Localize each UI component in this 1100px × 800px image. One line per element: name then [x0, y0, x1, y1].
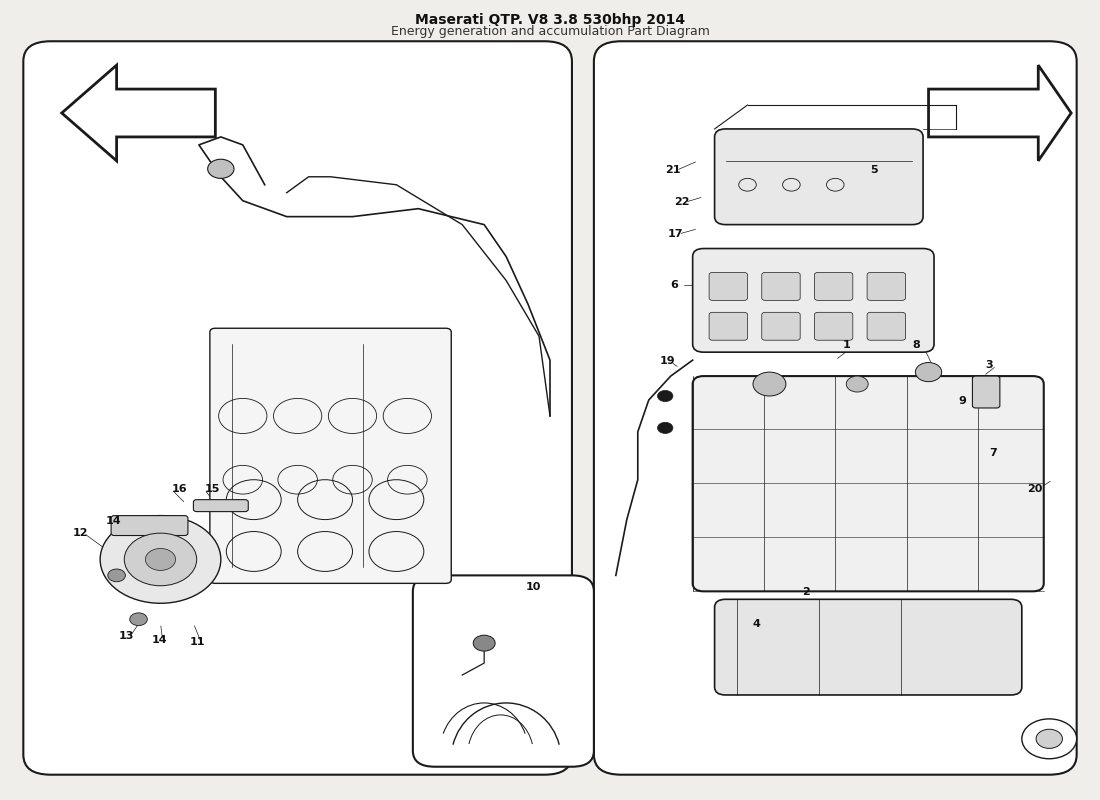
Text: 10: 10	[526, 582, 541, 592]
FancyBboxPatch shape	[210, 328, 451, 583]
Text: 6: 6	[671, 280, 679, 290]
Circle shape	[473, 635, 495, 651]
Polygon shape	[928, 65, 1071, 161]
FancyBboxPatch shape	[814, 273, 852, 300]
Text: 19: 19	[660, 356, 675, 366]
Circle shape	[100, 515, 221, 603]
FancyBboxPatch shape	[867, 273, 905, 300]
FancyBboxPatch shape	[111, 515, 188, 535]
Polygon shape	[62, 65, 216, 161]
Text: 1: 1	[843, 340, 850, 350]
FancyBboxPatch shape	[710, 273, 748, 300]
Text: 15: 15	[205, 484, 220, 494]
Circle shape	[1022, 719, 1077, 758]
FancyBboxPatch shape	[762, 312, 800, 340]
Text: 20: 20	[1027, 484, 1043, 494]
Text: 8: 8	[912, 340, 920, 350]
Text: 22: 22	[674, 197, 690, 206]
Circle shape	[130, 613, 147, 626]
FancyBboxPatch shape	[594, 42, 1077, 774]
Text: 13: 13	[119, 631, 134, 641]
FancyBboxPatch shape	[715, 599, 1022, 695]
FancyBboxPatch shape	[412, 575, 594, 766]
FancyBboxPatch shape	[194, 500, 249, 512]
FancyBboxPatch shape	[762, 273, 800, 300]
Text: 4: 4	[754, 619, 761, 630]
FancyBboxPatch shape	[23, 42, 572, 774]
Circle shape	[124, 533, 197, 586]
Circle shape	[658, 422, 673, 434]
Text: 7: 7	[989, 448, 997, 458]
Circle shape	[1036, 730, 1063, 748]
FancyBboxPatch shape	[814, 312, 852, 340]
Text: 9: 9	[958, 396, 966, 406]
Text: 2: 2	[802, 587, 810, 598]
Text: 3: 3	[986, 360, 993, 370]
Circle shape	[108, 569, 125, 582]
Text: 21: 21	[666, 165, 681, 174]
Circle shape	[658, 390, 673, 402]
FancyBboxPatch shape	[972, 376, 1000, 408]
Text: Energy generation and accumulation Part Diagram: Energy generation and accumulation Part …	[390, 26, 710, 38]
FancyBboxPatch shape	[693, 249, 934, 352]
FancyBboxPatch shape	[867, 312, 905, 340]
Text: 11: 11	[190, 637, 206, 646]
Text: 14: 14	[152, 635, 167, 645]
Circle shape	[145, 549, 176, 570]
Text: 17: 17	[668, 229, 683, 238]
FancyBboxPatch shape	[693, 376, 1044, 591]
Text: 14: 14	[106, 515, 121, 526]
Circle shape	[915, 362, 942, 382]
Circle shape	[754, 372, 785, 396]
FancyBboxPatch shape	[715, 129, 923, 225]
Text: 12: 12	[73, 527, 88, 538]
Circle shape	[208, 159, 234, 178]
FancyBboxPatch shape	[710, 312, 748, 340]
Text: 16: 16	[172, 484, 187, 494]
Circle shape	[846, 376, 868, 392]
Text: 5: 5	[870, 165, 878, 174]
Text: Maserati QTP. V8 3.8 530bhp 2014: Maserati QTP. V8 3.8 530bhp 2014	[415, 14, 685, 27]
